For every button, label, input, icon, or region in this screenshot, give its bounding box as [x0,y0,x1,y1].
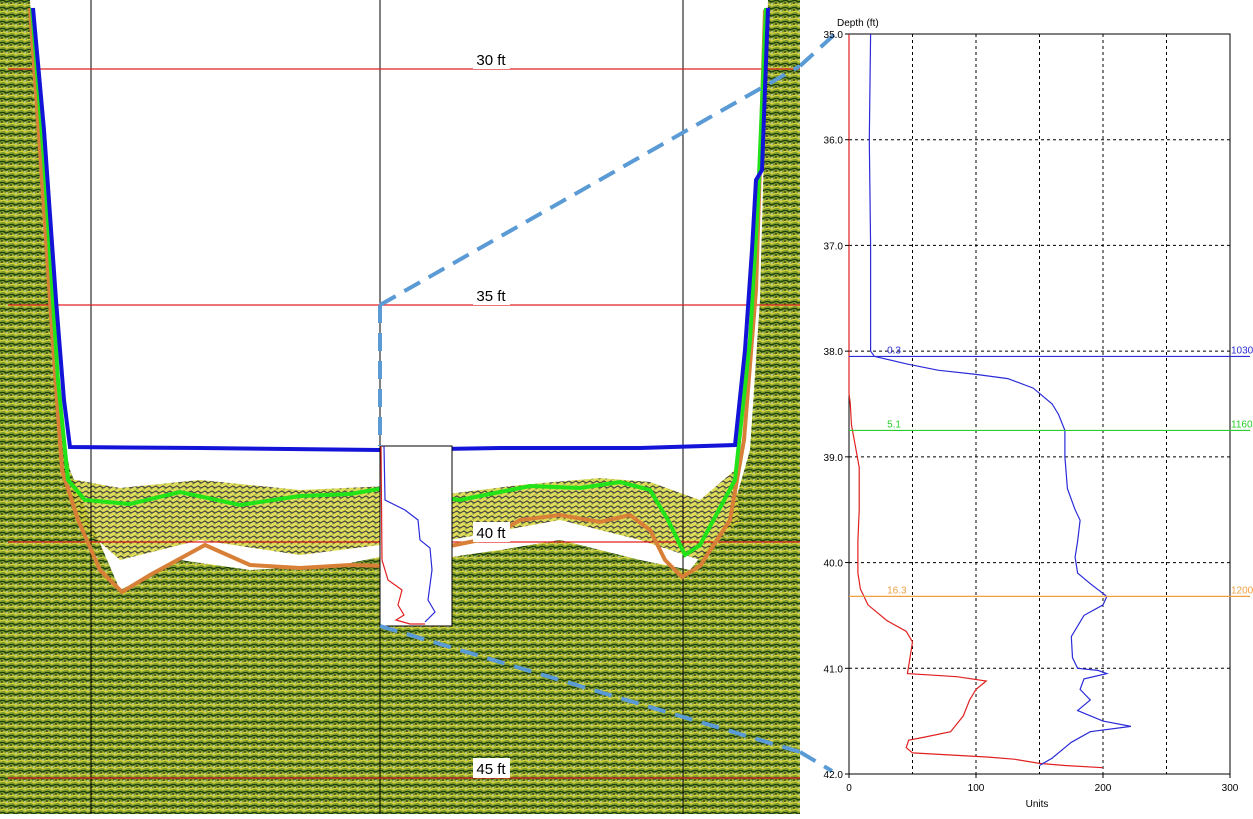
echogram-image: 30 ft 35 ft 40 ft 45 ft [0,0,801,814]
marker-value-left: 16.3 [887,585,907,596]
x-axis-label: Units [1026,799,1049,810]
profile-chart-panel: 0.3 1030 5.1 1160 16.3 1200 35.0 36.0 37.0 38.0 3… [798,0,1253,814]
y-tick-label: 41.0 [824,664,844,675]
bottom-line [31,7,770,453]
depth-label-35: 35 ft [473,285,510,305]
profile-grid [848,33,1231,775]
connector-top [379,64,801,307]
depth-label-text: 30 ft [476,52,506,69]
profile-ticks: 35.0 36.0 37.0 38.0 39.0 40.0 41.0 42.00 100 200 3… [824,30,1239,794]
depth-label-30: 30 ft [473,49,510,69]
depth-label-text: 45 ft [476,761,506,778]
marker-value-right: 1200 [1231,585,1253,596]
y-axis-label: Depth (ft) [837,18,879,29]
depth-label-45: 45 ft [473,758,510,778]
y-tick-label: 42.0 [824,770,844,781]
profile-series [848,33,1132,769]
profile-markers: 0.3 1030 5.1 1160 16.3 1200 [849,345,1253,598]
y-tick-label: 35.0 [824,30,844,41]
series-line-red [848,34,1104,769]
y-tick-label: 37.0 [824,241,844,252]
y-tick-label: 39.0 [824,453,844,464]
y-tick-label: 36.0 [824,136,844,147]
depth-label-text: 35 ft [476,288,506,305]
x-tick-label: 0 [846,783,852,794]
marker-value-left: 5.1 [887,419,901,430]
inset-profile [379,445,453,627]
connector-bottom-end [798,750,834,773]
marker-value-right: 1160 [1231,419,1253,430]
connector-top-end [798,32,837,68]
y-tick-label: 38.0 [824,347,844,358]
inset-red-trace [380,445,425,625]
water-column [35,0,765,450]
x-tick-label: 300 [1222,783,1239,794]
connector-bottom [379,624,801,754]
marker-value-right: 1030 [1231,345,1253,356]
x-tick-label: 100 [968,783,985,794]
depth-label-40: 40 ft [473,522,510,542]
layer1-line [30,7,768,558]
y-tick-label: 40.0 [824,559,844,570]
x-tick-label: 200 [1095,783,1112,794]
sediment-fill [0,0,800,814]
inset-blue-trace [383,445,436,623]
marker-value-left: 0.3 [887,345,901,356]
depth-label-text: 40 ft [476,525,506,542]
echogram-panel: 30 ft 35 ft 40 ft 45 ft [0,0,801,814]
series-line-blue [868,33,1132,767]
